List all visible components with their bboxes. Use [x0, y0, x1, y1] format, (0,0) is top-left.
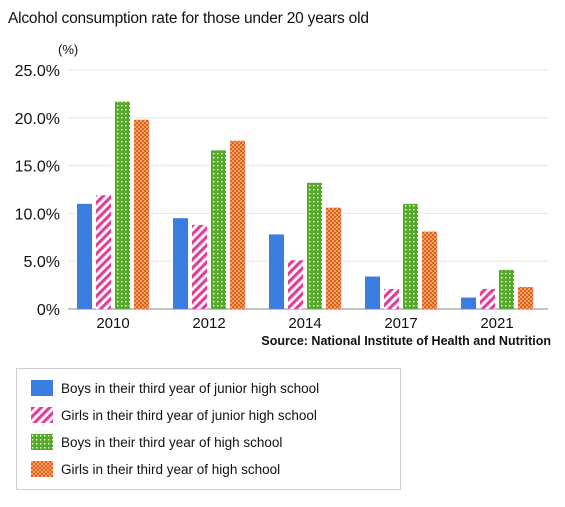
bar: [307, 182, 322, 309]
legend-label: Girls in their third year of junior high…: [61, 407, 317, 423]
x-tick-label: 2012: [192, 315, 225, 332]
bar: [211, 150, 226, 309]
bar: [288, 260, 303, 309]
x-tick-label: 2021: [480, 315, 513, 332]
bar: [499, 269, 514, 309]
legend-swatch-dotted-green: [31, 434, 53, 450]
bar: [422, 231, 437, 309]
legend-label: Boys in their third year of junior high …: [61, 380, 320, 396]
bar: [230, 140, 245, 309]
legend-label: Boys in their third year of high school: [61, 434, 283, 450]
legend-swatch-solid-blue: [31, 380, 53, 396]
bar: [403, 203, 418, 309]
bar: [192, 224, 207, 309]
bar: [269, 234, 284, 309]
y-tick-label: 10.0%: [15, 206, 60, 223]
legend-item-girls-junior-high: Girls in their third year of junior high…: [31, 407, 317, 423]
y-axis-unit-label: (%): [58, 42, 79, 57]
x-tick-label: 2014: [288, 315, 321, 332]
bar: [518, 287, 533, 309]
bar: [173, 218, 188, 309]
source-note: Source: National Institute of Health and…: [261, 334, 551, 348]
legend-item-boys-high: Boys in their third year of high school: [31, 434, 282, 450]
bar: [96, 195, 111, 309]
bar: [384, 288, 399, 309]
bar: [77, 203, 92, 309]
bar: [326, 207, 341, 309]
chart-title: Alcohol consumption rate for those under…: [8, 10, 369, 27]
y-tick-label: 0%: [37, 302, 60, 319]
bar: [365, 276, 380, 309]
bar: [461, 297, 476, 309]
legend-item-girls-high: Girls in their third year of high school: [31, 461, 280, 477]
y-tick-label: 25.0%: [15, 63, 60, 80]
y-tick-label: 15.0%: [15, 159, 60, 176]
x-tick-label: 2017: [384, 315, 417, 332]
bar-chart: 0%5.0%10.0%15.0%20.0%25.0% 2010 2012 2014 2…: [15, 63, 548, 332]
bars: [77, 101, 533, 309]
y-tick-label: 20.0%: [15, 111, 60, 128]
bar: [134, 119, 149, 309]
y-tick-label: 5.0%: [24, 254, 60, 271]
legend-swatch-checkered-orange: [31, 461, 53, 477]
y-axis-ticks: 0% 5.0% 10.0% 15.0% 20.0% 25.0%: [15, 63, 60, 319]
legend-swatch-striped-pink: [31, 407, 53, 423]
x-tick-label: 2010: [96, 315, 129, 332]
x-axis-ticks: 2010 2012 2014 2017 2021: [96, 315, 513, 332]
bar: [115, 101, 130, 309]
legend-label: Girls in their third year of high school: [61, 461, 281, 477]
legend: Boys in their third year of junior high …: [16, 368, 401, 490]
bar: [480, 288, 495, 309]
legend-item-boys-junior-high: Boys in their third year of junior high …: [31, 380, 319, 396]
